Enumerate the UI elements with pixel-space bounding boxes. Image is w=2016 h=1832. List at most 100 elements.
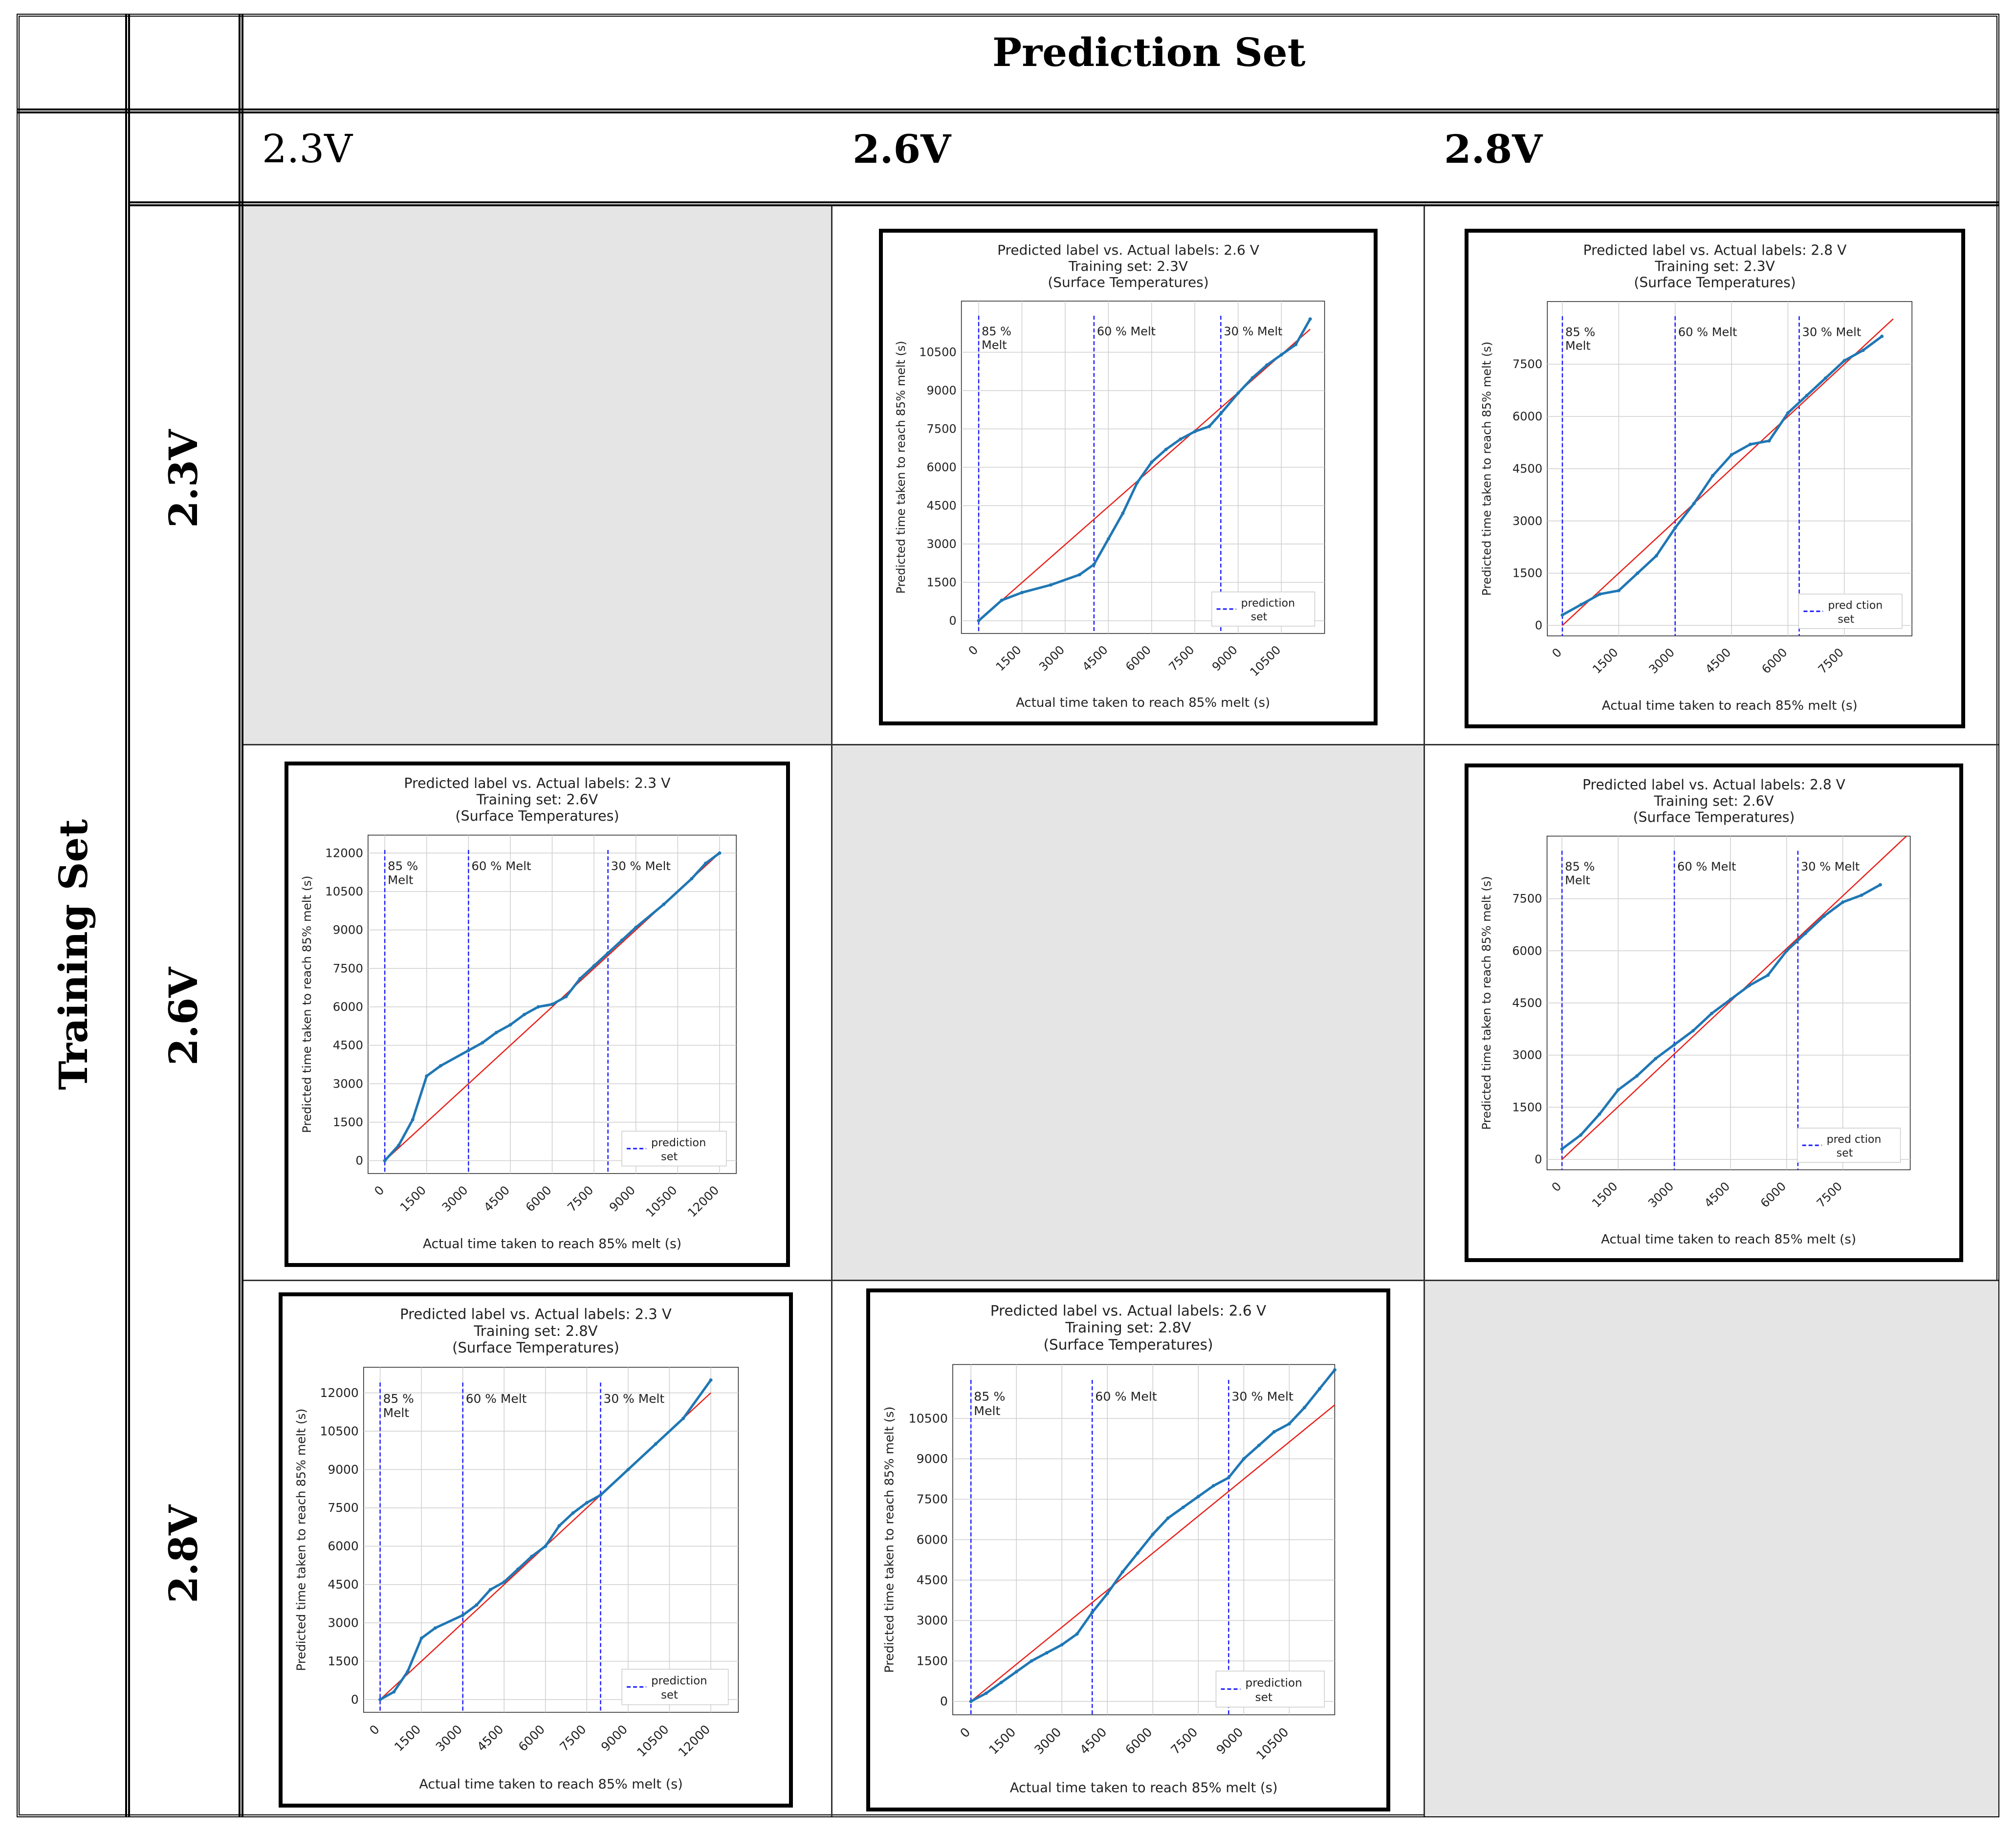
empty-cell-2.8 [1425,1281,1998,1816]
prediction-point [1766,973,1770,977]
x-tick-label: 4500 [481,1183,512,1214]
prediction-point [1294,343,1298,347]
chart-title: Predicted label vs. Actual labels: 2.6 V [990,1302,1266,1319]
x-tick-label: 1500 [993,643,1024,674]
row-divider-2 [128,201,1998,206]
prediction-point [1136,1551,1139,1555]
y-axis-label: Predicted time taken to reach 85% melt (… [294,1409,308,1671]
prediction-point [1729,998,1732,1002]
melt-label: 60 % Melt [1095,1389,1157,1403]
prediction-set-header: Prediction Set [992,29,1306,75]
prediction-point [1242,1457,1246,1461]
y-tick-label: 1500 [328,1654,358,1668]
row-header-2.6: 2.6V [160,967,206,1066]
y-tick-label: 4500 [917,1573,948,1587]
prediction-point [1767,439,1771,443]
x-tick-label: 1500 [392,1722,423,1754]
y-axis-label: Predicted time taken to reach 85% melt (… [1480,342,1493,596]
prediction-point [1598,592,1602,596]
y-tick-label: 4500 [1512,996,1542,1010]
y-tick-label: 6000 [927,460,957,474]
prediction-point [1730,453,1733,457]
prediction-point [1150,460,1154,464]
prediction-point [999,1680,1003,1684]
prediction-point [1193,430,1197,434]
y-tick-label: 1500 [917,1654,948,1668]
y-tick-label: 3000 [333,1076,363,1090]
melt-label: Melt [974,1404,1000,1418]
prediction-point [1560,1147,1564,1151]
melt-label: Melt [388,872,413,887]
chart-svg: Predicted label vs. Actual labels: 2.8 V… [1480,777,1911,1247]
prediction-point [1135,480,1139,484]
x-tick-label: 6000 [523,1183,554,1214]
prediction-point [1090,1611,1094,1614]
prediction-point [1691,1029,1695,1033]
x-tick-label: 3000 [439,1183,470,1214]
prediction-point [488,1588,492,1592]
chart-subtitle-2: (Surface Temperatures) [452,1339,619,1356]
prediction-point [1579,1133,1583,1137]
x-axis-label: Actual time taken to reach 85% melt (s) [1601,1232,1856,1247]
prediction-point [1077,573,1081,577]
prediction-point [1710,1011,1714,1015]
x-tick-label: 3000 [433,1722,465,1754]
prediction-series [384,852,721,1162]
x-tick-label: 6000 [1123,643,1154,674]
legend-label: set [1838,613,1854,626]
prediction-point [969,1700,973,1703]
x-tick-label: 9000 [1209,643,1240,674]
melt-label: 30 % Melt [1231,1389,1293,1403]
x-tick-label: 7500 [565,1183,596,1214]
y-tick-label: 3000 [328,1615,358,1630]
prediction-point [1257,1443,1261,1447]
y-tick-label: 0 [355,1154,363,1168]
legend-box [1798,593,1903,629]
y-tick-label: 6000 [1512,944,1542,958]
x-tick-label: 7500 [1168,1725,1201,1757]
prediction-point [466,1048,470,1052]
y-tick-label: 0 [940,1694,948,1708]
prediction-point [1672,1043,1676,1047]
prediction-point [1121,511,1125,515]
legend-label: pred ction [1828,599,1883,612]
prediction-point [557,1524,561,1527]
prediction-point [1749,442,1753,446]
melt-label: 60 % Melt [1678,325,1737,339]
y-tick-label: 1500 [1512,567,1542,580]
prediction-point [1250,376,1254,380]
prediction-point [578,977,582,981]
chart-panel-pred-2.6-train-2.3: Predicted label vs. Actual labels: 2.6 V… [879,229,1378,725]
x-tick-label: 4500 [1702,1179,1732,1210]
prediction-point [984,1691,988,1695]
prediction-point [1236,391,1240,395]
legend-label: pred ction [1827,1134,1882,1146]
col-header-2.3: 2.3V [262,126,352,172]
prediction-point [571,1511,575,1515]
prediction-point [419,1636,423,1640]
melt-label: 85 % [383,1392,414,1406]
prediction-point [1636,571,1640,575]
prediction-point [550,1003,554,1006]
x-axis-label: Actual time taken to reach 85% melt (s) [1016,696,1270,710]
prediction-point [1207,424,1211,428]
prediction-point [1105,1592,1109,1595]
prediction-point [1049,583,1052,587]
melt-label: Melt [383,1406,410,1420]
chart-panel-pred-2.8-train-2.6: Predicted label vs. Actual labels: 2.8 V… [1465,763,1963,1262]
prediction-point [461,1613,465,1617]
prediction-point [1841,900,1845,904]
x-tick-label: 12000 [685,1183,722,1220]
prediction-point [564,995,568,999]
y-tick-label: 4500 [1512,462,1542,476]
prediction-point [1635,1074,1639,1078]
prediction-point [494,1030,498,1034]
x-tick-label: 0 [1549,1179,1564,1195]
prediction-point [585,1501,589,1505]
x-tick-label: 0 [372,1183,387,1198]
y-tick-label: 1500 [1512,1100,1542,1114]
prediction-point [1302,1406,1306,1410]
y-tick-label: 0 [1535,619,1542,632]
x-tick-label: 4500 [1080,643,1111,674]
prediction-point [977,619,981,623]
